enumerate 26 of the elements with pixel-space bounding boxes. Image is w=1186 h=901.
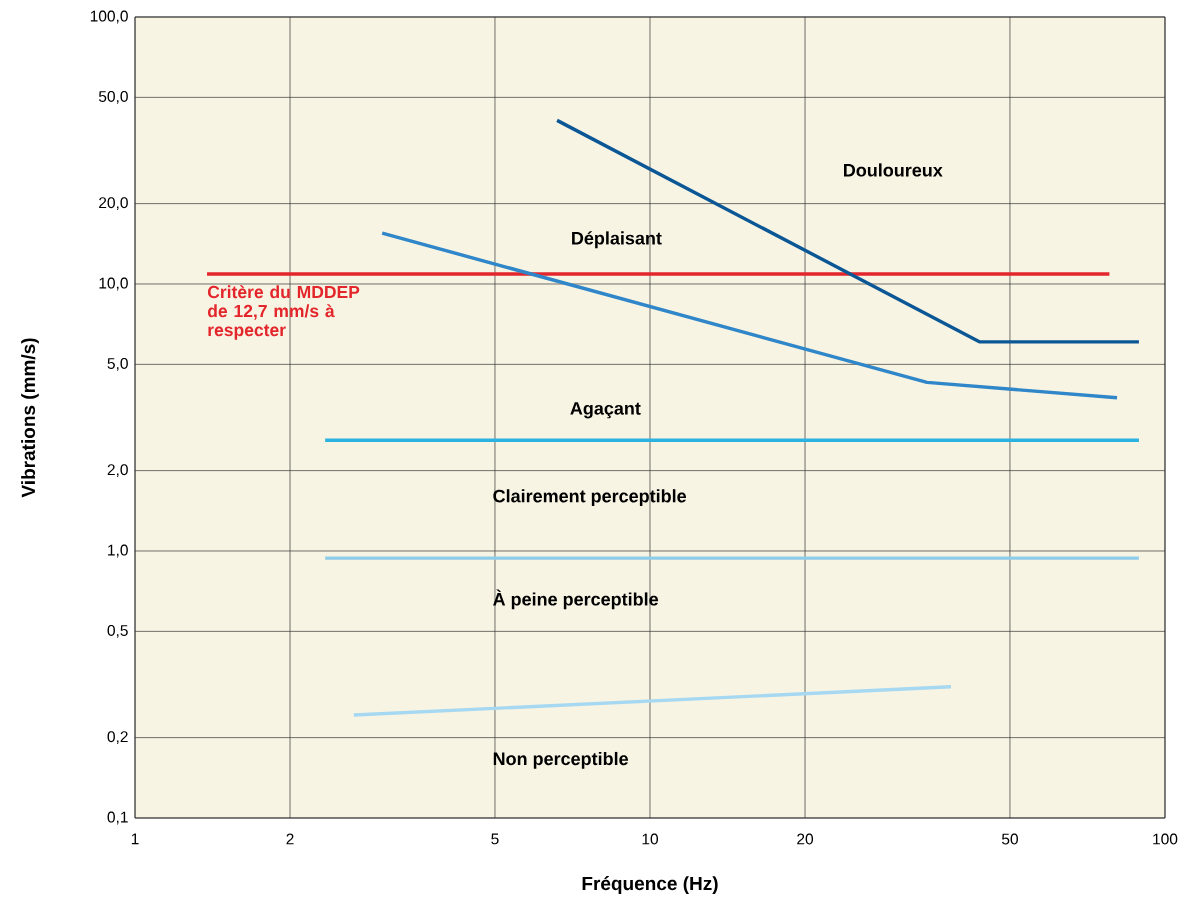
y-tick-label: 100,0: [90, 10, 128, 24]
x-tick-label: 10: [642, 833, 659, 845]
y-tick-label: 10,0: [99, 277, 128, 291]
x-tick-label: 2: [286, 833, 294, 845]
annotation: Déplaisant: [572, 231, 662, 249]
y-tick-label: 0,5: [107, 624, 128, 638]
x-tick-label: 100: [1153, 833, 1178, 845]
annotation: Douloureux: [844, 163, 943, 177]
annotation: À peine perceptible: [493, 589, 659, 610]
y-axis-title: Vibrations (mm/s): [21, 338, 39, 498]
x-axis-title: Fréquence (Hz): [582, 876, 718, 894]
annotation: Agaçant: [570, 402, 641, 419]
y-tick-label: 50,0: [98, 90, 128, 104]
y-tick-label: 5,0: [107, 357, 128, 371]
y-tick-label: 0,2: [107, 731, 128, 745]
x-tick-label: 5: [491, 833, 499, 845]
y-tick-label: 0,1: [107, 811, 128, 825]
y-tick-label: 20,0: [99, 197, 128, 211]
annotation: Non perceptible: [493, 751, 628, 769]
y-tick-label: 1,0: [108, 544, 128, 558]
x-tick-label: 50: [1001, 833, 1018, 845]
x-tick-label: 1: [131, 833, 139, 845]
y-tick-label: 2,0: [107, 464, 128, 478]
x-tick-label: 20: [797, 833, 814, 845]
series-label: Critère du MDDEP de 12,7 mm/s à respecter: [207, 285, 360, 340]
annotation: Clairement perceptible: [493, 489, 687, 506]
